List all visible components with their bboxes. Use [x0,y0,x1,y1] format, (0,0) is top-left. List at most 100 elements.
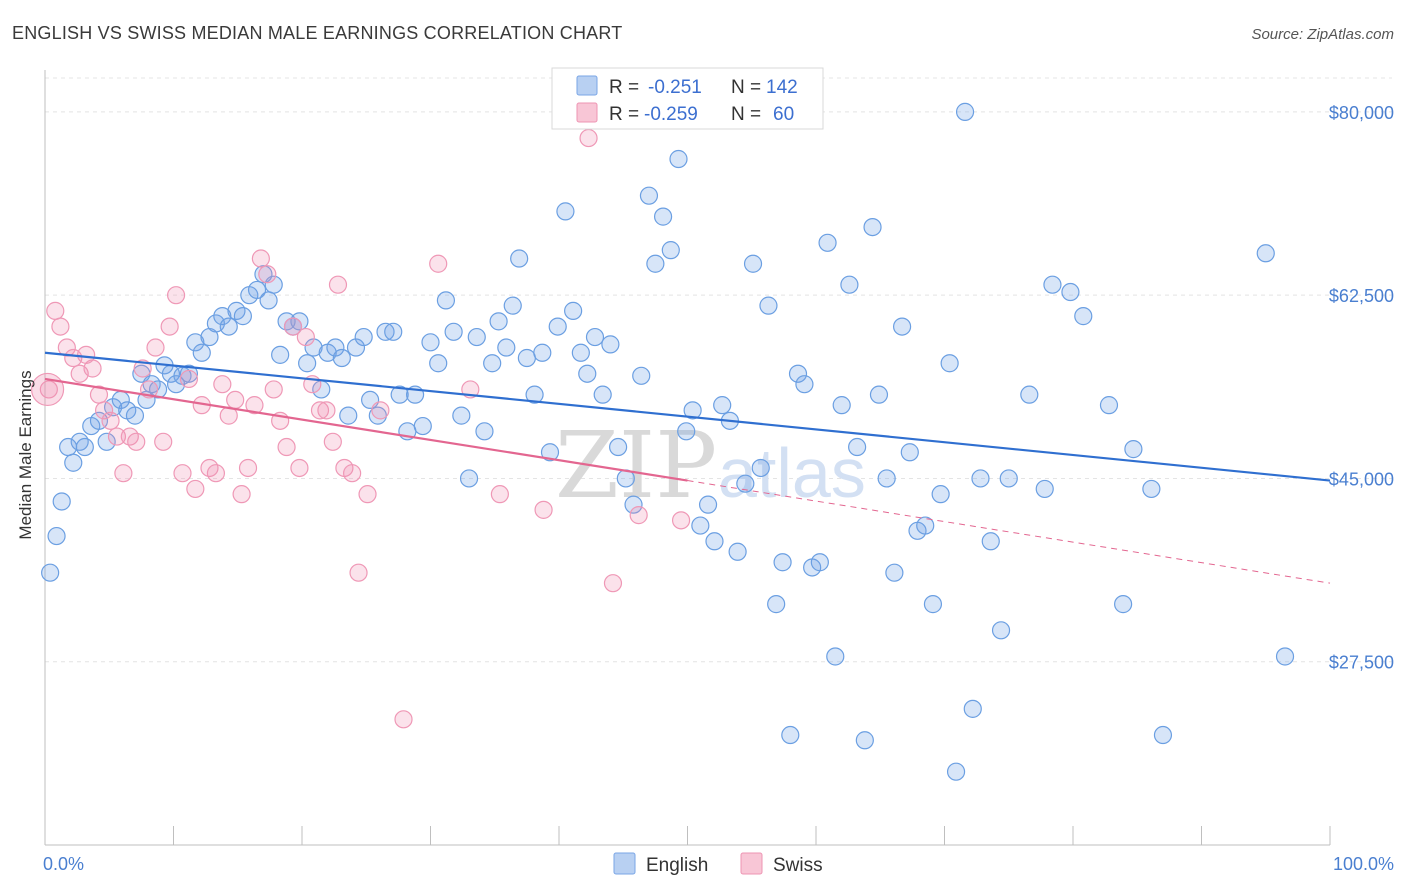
swiss-point-56 [579,128,598,148]
english-point-72 [533,343,552,362]
watermark-zip: ZIP [555,412,717,519]
series-english-points [41,102,1295,781]
swiss-point-20 [166,286,186,305]
swiss-trendline-extension [687,480,1331,584]
english-point-90 [669,149,688,169]
english-point-138 [1074,307,1093,326]
english-point-128 [955,102,975,121]
english-point-121 [900,443,919,462]
swiss-point-49 [358,485,377,504]
swiss-point-48 [349,563,368,582]
swiss-point-26 [206,464,226,483]
y-tick-label-1: $62,500 [1329,286,1394,306]
english-point-143 [1153,725,1173,745]
swiss-point-52 [429,254,448,273]
english-point-32 [247,280,267,300]
english-point-2 [52,492,71,511]
english-point-132 [991,621,1011,640]
legend-bottom-swiss-swatch [740,852,763,875]
english-point-130 [971,469,990,488]
english-point-107 [795,375,814,394]
english-point-4 [64,453,83,472]
english-point-96 [713,396,732,415]
english-point-110 [818,233,837,252]
english-point-111 [826,647,845,666]
y-tick-label-0: $80,000 [1329,103,1394,123]
swiss-point-47 [343,464,362,483]
english-point-116 [863,217,882,237]
english-point-48 [354,327,373,347]
english-point-133 [999,469,1018,488]
swiss-point-42 [310,401,330,420]
english-point-22 [179,364,199,383]
x-axis-ticks [44,826,1331,845]
watermark: ZIP atlas [555,412,866,519]
legend-top: R = -0.251 N = 142 R = -0.259 N = 60 [551,67,824,130]
english-point-99 [736,474,755,493]
english-point-134 [1020,385,1039,404]
legend-swiss-n-value: 60 [773,104,794,125]
swiss-point-9 [95,401,114,420]
swiss-point-12 [114,464,133,483]
swiss-point-37 [277,437,296,457]
x-tick-label-left: 0.0% [43,854,84,874]
swiss-point-14 [127,432,146,451]
swiss-point-22 [179,369,199,389]
legend-english-n-label: N = [731,77,761,98]
english-point-135 [1035,479,1054,499]
legend-english-n-value: 142 [766,77,798,98]
swiss-point-15 [133,359,152,378]
english-point-124 [923,595,943,614]
english-point-123 [916,516,935,535]
english-point-141 [1124,440,1143,459]
english-point-66 [489,312,508,331]
trendlines [44,351,1331,584]
english-point-76 [564,301,583,320]
swiss-point-43 [317,401,336,420]
english-point-125 [931,485,950,504]
swiss-point-57 [603,574,623,593]
english-point-114 [848,437,867,457]
english-point-35 [264,275,283,294]
legend-english-swatch [576,75,598,96]
english-point-142 [1142,479,1161,499]
english-point-137 [1061,282,1080,302]
swiss-point-0 [39,380,58,399]
english-point-101 [751,458,770,478]
english-point-52 [384,322,403,341]
english-point-67 [497,338,516,357]
english-point-79 [585,327,605,347]
swiss-point-large [30,372,65,407]
english-point-103 [767,595,786,614]
english-point-87 [646,254,665,273]
swiss-point-31 [238,458,258,478]
swiss-point-50 [371,401,390,420]
legend-swiss-n-label: N = [731,104,761,125]
legend-swiss-r-label: R = [609,104,639,125]
english-point-64 [475,422,494,441]
english-point-131 [981,532,1000,551]
english-point-59 [436,291,456,310]
swiss-point-32 [245,396,264,415]
swiss-point-54 [490,485,509,504]
swiss-point-29 [226,390,245,409]
swiss-point-55 [534,500,553,519]
legend-swiss-swatch [576,102,598,123]
swiss-point-10 [101,411,120,430]
swiss-point-11 [107,427,127,446]
chart-title: ENGLISH VS SWISS MEDIAN MALE EARNINGS CO… [12,23,622,43]
english-point-68 [503,296,522,315]
english-point-81 [601,335,620,354]
swiss-point-39 [290,458,309,478]
x-tick-label-right: 100.0% [1333,854,1394,874]
english-point-95 [705,532,724,551]
legend-bottom: English Swiss [613,852,823,876]
english-point-100 [743,254,763,273]
english-point-118 [877,469,896,488]
swiss-point-59 [671,511,691,530]
english-point-92 [683,401,702,420]
english-point-106 [788,364,808,383]
chart-source: Source: ZipAtlas.com [1251,26,1394,43]
swiss-point-58 [629,506,648,525]
